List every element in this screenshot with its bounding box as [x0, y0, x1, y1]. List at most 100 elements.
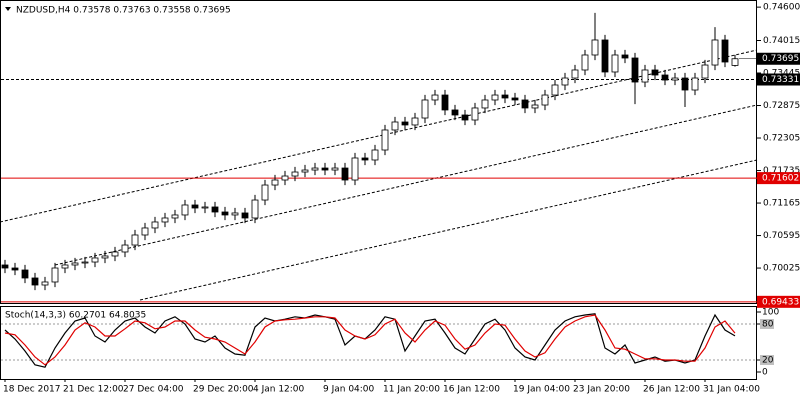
candle-body: [701, 64, 709, 79]
channel-line: [139, 159, 758, 301]
candle-body: [421, 99, 429, 119]
y-tick-label: 0.72875: [763, 101, 800, 111]
last-price-box: [757, 52, 800, 65]
candle-body: [261, 184, 269, 201]
candle-body: [511, 97, 519, 101]
candle-body: [101, 255, 109, 259]
level-label-box: [760, 355, 774, 365]
y-tick-label: 0.70025: [763, 264, 800, 274]
price-panel-frame: [0, 0, 757, 304]
candle-body: [81, 261, 89, 264]
stoch-line: [4, 313, 736, 368]
candle-body: [391, 121, 399, 131]
candle-body: [461, 114, 469, 121]
candle-body: [431, 94, 439, 101]
candle-body: [441, 94, 449, 111]
candle-body: [621, 54, 629, 59]
stoch-panel-frame: [0, 306, 757, 380]
price-label: 0.69433: [762, 297, 799, 307]
candle-body: [651, 69, 659, 76]
candle-body: [181, 204, 189, 216]
candle-body: [271, 179, 279, 186]
x-tick-label: 4 Jan 12:00: [253, 385, 305, 395]
candle-body: [611, 54, 619, 73]
candle-body: [451, 109, 459, 116]
candle-body: [351, 157, 359, 181]
candle-body: [591, 39, 599, 56]
stoch-line: [4, 314, 736, 366]
candle-body: [541, 94, 549, 106]
candle-body: [221, 211, 229, 216]
candle-body: [371, 149, 379, 161]
candle-body: [481, 99, 489, 109]
candle-body: [381, 129, 389, 151]
candle-body: [141, 227, 149, 236]
x-tick-label: 18 Dec 2017: [3, 385, 61, 395]
candle-body: [721, 39, 729, 63]
candle-body: [691, 77, 699, 91]
x-tick-label: 21 Dec 12:00: [63, 385, 124, 395]
candle-body: [311, 167, 319, 171]
candle-body: [71, 262, 79, 266]
indicator-title: Stoch(14,3,3) 60.2701 64.8035: [5, 311, 146, 321]
x-tick-label: 26 Jan 12:00: [643, 385, 700, 395]
x-tick-label: 31 Jan 04:00: [703, 385, 760, 395]
candle-body: [41, 281, 49, 286]
price-label-box: [757, 73, 800, 86]
candle-body: [521, 99, 529, 109]
candle-body: [601, 39, 609, 73]
candle-body: [1, 264, 9, 269]
candle-body: [631, 57, 639, 83]
candle-body: [241, 212, 249, 219]
candle-body: [191, 204, 199, 209]
candle-body: [11, 267, 19, 271]
y-tick-label: 100: [762, 308, 779, 318]
y-tick-label: 0.71165: [763, 199, 800, 209]
y-tick-label: 0.74600: [763, 3, 800, 13]
channel-line: [0, 49, 758, 223]
candle-body: [671, 77, 679, 81]
channel-line: [54, 104, 758, 266]
candle-body: [161, 217, 169, 223]
x-tick-label: 11 Jan 20:00: [383, 385, 440, 395]
candle-body: [561, 77, 569, 86]
candle-body: [111, 251, 119, 257]
y-tick-label: 0.74015: [763, 36, 800, 46]
candle-body: [581, 54, 589, 71]
candle-body: [501, 94, 509, 99]
candle-body: [491, 94, 499, 101]
candle-body: [291, 171, 299, 177]
x-tick-label: 9 Jan 04:00: [323, 385, 375, 395]
candle-body: [61, 264, 69, 269]
y-tick-label: 0.71735: [763, 166, 800, 176]
candle-body: [731, 58, 739, 66]
candle-body: [531, 104, 539, 109]
candle-body: [131, 234, 139, 246]
price-label-box: [757, 295, 800, 308]
x-tick-label: 16 Jan 12:00: [443, 385, 500, 395]
candle-body: [231, 212, 239, 216]
candle-body: [641, 69, 649, 83]
last-price-label: 0.73695: [762, 54, 799, 64]
candle-body: [681, 77, 689, 91]
y-tick-label: 0.72305: [763, 134, 800, 144]
candle-body: [151, 221, 159, 229]
candle-body: [211, 206, 219, 213]
candle-body: [201, 206, 209, 209]
candle-body: [91, 257, 99, 263]
candle-body: [21, 269, 29, 279]
level-label-box: [760, 319, 774, 329]
price-label: 0.73331: [762, 75, 799, 85]
candle-body: [571, 69, 579, 79]
candle-body: [661, 74, 669, 81]
candle-body: [551, 84, 559, 96]
candle-body: [31, 277, 39, 286]
candle-body: [401, 121, 409, 126]
candle-body: [251, 199, 259, 219]
candle-body: [281, 175, 289, 181]
candle-body: [51, 267, 59, 283]
candle-body: [361, 157, 369, 161]
candle-body: [171, 214, 179, 219]
x-tick-label: 29 Dec 20:00: [193, 385, 254, 395]
